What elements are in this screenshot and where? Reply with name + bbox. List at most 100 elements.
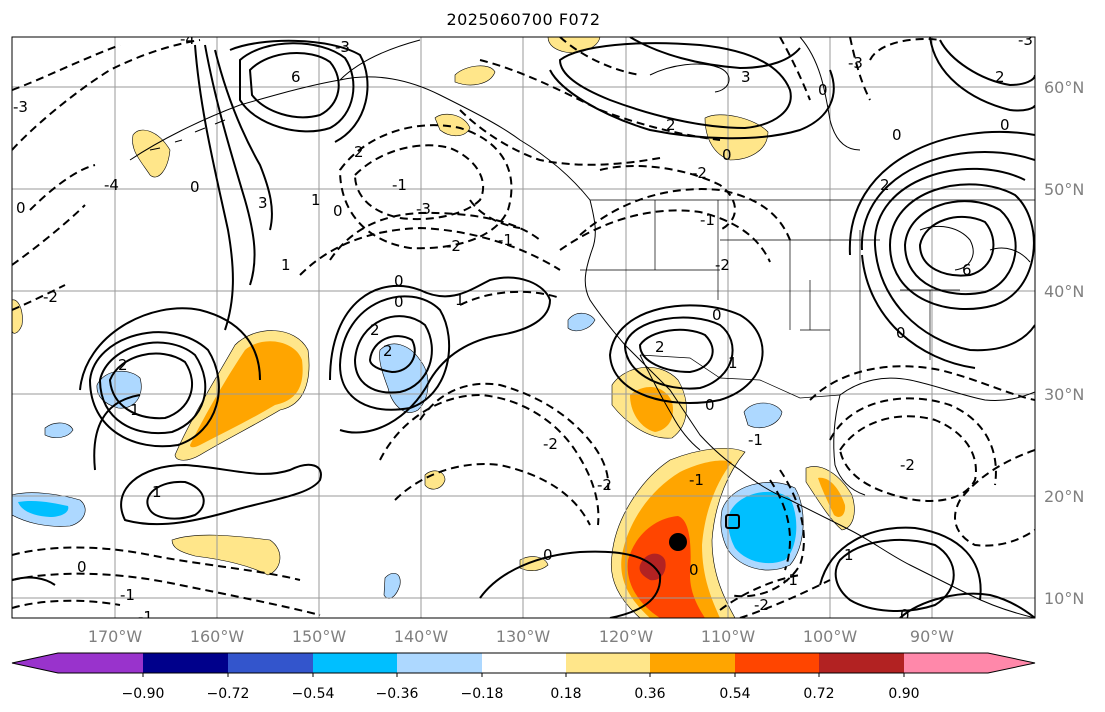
contour-label: 0 (818, 81, 828, 99)
contour-label: -1 (748, 431, 763, 449)
colorbar-extend-max (988, 653, 1035, 673)
contour-label: 1 (281, 256, 291, 274)
lat-label: 60°N (1044, 78, 1084, 97)
colorbar-segment (735, 653, 819, 673)
contour-label: -3 (416, 200, 431, 218)
contour-label: -2 (692, 164, 707, 182)
contour-label: -1 (392, 176, 407, 194)
open-square-marker (725, 514, 740, 529)
political-borders (580, 199, 1035, 399)
contour-label: -2 (543, 435, 558, 453)
colorbar-tick-label: −0.54 (292, 686, 335, 702)
lon-label: 120°W (599, 627, 654, 646)
lat-label: 10°N (1044, 589, 1084, 608)
contour-label: 0 (543, 546, 553, 564)
lon-label: 140°W (394, 627, 449, 646)
colorbar-tick-label: −0.18 (461, 686, 504, 702)
longitude-labels: 170°W 160°W 150°W 140°W 130°W 120°W 110°… (88, 627, 954, 646)
colorbar-segment (313, 653, 397, 673)
map-title: 2025060700 F072 (446, 10, 601, 29)
colorbar-segment (228, 653, 313, 673)
contour-label: 6 (962, 261, 972, 279)
contour-label: 1 (130, 401, 140, 419)
contour-label: 0 (705, 396, 715, 414)
coastlines (129, 37, 1035, 618)
contour-label: 2 (995, 68, 1005, 86)
contour-label: -2 (446, 237, 461, 255)
contour-label: -1 (783, 571, 798, 589)
colorbar-tick-label: −0.36 (376, 686, 419, 702)
contour-label: 0 (896, 324, 906, 342)
colorbar-segment (819, 653, 904, 673)
contour-label: -3 (335, 38, 350, 56)
colorbar-tick-label: −0.90 (122, 686, 165, 702)
contour-label: -2 (900, 456, 915, 474)
contour-label: 1 (844, 546, 854, 564)
contour-label: 0 (892, 126, 902, 144)
contour-label: -4 (180, 30, 195, 48)
colorbar-extend-min (12, 653, 58, 673)
lat-label: 20°N (1044, 487, 1084, 506)
contour-label: -2 (754, 596, 769, 614)
lon-label: 100°W (803, 627, 858, 646)
colorbar-segment (482, 653, 566, 673)
contour-label: 2 (118, 356, 128, 374)
colorbar-segment (58, 653, 143, 673)
lon-label: 90°W (910, 627, 954, 646)
contour-label: 1 (311, 191, 321, 209)
contour-label: 0 (333, 202, 343, 220)
contour-label: 1 (152, 483, 162, 501)
contour-label: 0 (712, 306, 722, 324)
colorbar-tick-label: 0.54 (719, 686, 750, 702)
contour-label: -3 (848, 54, 863, 72)
contour-label: 0 (16, 199, 26, 217)
contour-label: 0 (1000, 116, 1010, 134)
colorbar-tick-label: −0.72 (207, 686, 250, 702)
contour-label: -4 (104, 176, 119, 194)
contour-label: 1 (728, 354, 738, 372)
colorbar-tick-label: 0.72 (803, 686, 834, 702)
contour-label: 3 (258, 194, 268, 212)
colorbar-segment (566, 653, 650, 673)
lat-label: 50°N (1044, 180, 1084, 199)
contour-label: 2 (655, 338, 665, 356)
colorbar (11, 652, 1036, 677)
lat-label: 40°N (1044, 282, 1084, 301)
contours-negative (12, 37, 1035, 618)
lon-label: 110°W (701, 627, 756, 646)
contour-label: 2 (383, 342, 393, 360)
contour-label: 0 (190, 178, 200, 196)
contour-label: 0 (394, 272, 404, 290)
contour-label: 0 (77, 558, 87, 576)
filled-circle-marker (669, 533, 687, 551)
latitude-labels: 60°N 50°N 40°N 30°N 20°N 10°N (1044, 78, 1084, 608)
contour-label: -1 (498, 231, 513, 249)
lon-label: 170°W (88, 627, 143, 646)
contour-label: 1 (455, 291, 465, 309)
contour-label: -2 (597, 476, 612, 494)
lon-label: 130°W (496, 627, 551, 646)
colorbar-segment (904, 653, 988, 673)
map-frame (11, 36, 1036, 619)
contour-label: -1 (689, 471, 704, 489)
contour-label: 3 (741, 68, 751, 86)
contour-label: 0 (689, 561, 699, 579)
contour-label: 6 (291, 68, 301, 86)
colorbar-tick-label: 0.36 (634, 686, 665, 702)
colorbar-segment (650, 653, 735, 673)
lon-label: 160°W (190, 627, 245, 646)
contour-label: -3 (13, 98, 28, 116)
contour-label: 0 (394, 293, 404, 311)
contour-label: 2 (370, 321, 380, 339)
colorbar-segment (397, 653, 482, 673)
colorbar-tick-label: 0.18 (550, 686, 581, 702)
lat-label: 30°N (1044, 385, 1084, 404)
contour-label: -1 (700, 211, 715, 229)
contour-label: -3 (1018, 31, 1033, 49)
colorbar-labels: −0.90 −0.72 −0.54 −0.36 −0.18 0.18 0.36 … (122, 686, 920, 702)
colorbar-tick-label: 0.90 (888, 686, 919, 702)
contour-label: 2 (354, 143, 364, 161)
contour-labels: 0 -2 -3 -4 0 6 2 3 1 0 1 -3 -1 -2 -1 0 0… (13, 30, 1033, 618)
contour-label: 2 (880, 176, 890, 194)
